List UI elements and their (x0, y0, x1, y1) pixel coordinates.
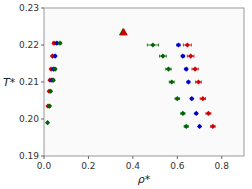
diamond-point (188, 54, 193, 59)
x-tick-label: 0.4 (126, 161, 141, 171)
series (147, 42, 188, 129)
diamond-point (186, 79, 191, 84)
diamond-point (194, 111, 199, 116)
series (49, 41, 59, 83)
diamond-point (47, 103, 52, 108)
diamond-point (175, 96, 180, 101)
x-tick-label: 0.2 (81, 161, 95, 171)
diamond-point (169, 79, 174, 84)
diamond-point (53, 54, 58, 59)
series (120, 28, 128, 35)
diamond-point (150, 42, 155, 47)
plot-frame (44, 8, 244, 156)
diamond-point (184, 66, 189, 71)
y-tick-label: 0.20 (19, 114, 39, 124)
series (119, 28, 127, 35)
y-tick-label: 0.23 (19, 3, 39, 13)
series (45, 41, 56, 109)
diamond-point (45, 120, 50, 125)
y-tick (41, 156, 44, 157)
x-tick-label: 0.0 (37, 161, 52, 171)
diamond-point (176, 42, 181, 47)
diamond-point (193, 66, 198, 71)
x-tick (177, 156, 178, 159)
y-tick (41, 82, 44, 83)
triangle-point (120, 28, 128, 35)
triangle-point (119, 28, 127, 35)
chart: 0.0 0.2 0.4 0.6 0.8 0.19 0.20 0.21 0.22 0.23 ρ* T* (0, 0, 252, 189)
diamond-point (196, 79, 201, 84)
x-tick (88, 156, 89, 159)
y-tick (41, 45, 44, 46)
diamond-point (184, 124, 189, 129)
diamond-point (189, 96, 194, 101)
diamond-point (160, 54, 165, 59)
series (176, 42, 202, 129)
y-tick (41, 119, 44, 120)
x-tick-label: 0.8 (215, 161, 230, 171)
y-tick (41, 8, 44, 9)
x-axis-label: ρ* (138, 173, 151, 186)
plot-data (45, 28, 216, 129)
diamond-point (48, 89, 53, 94)
x-tick (221, 156, 222, 159)
y-tick-label: 0.21 (19, 77, 39, 87)
diamond-point (210, 124, 215, 129)
diamond-point (180, 111, 185, 116)
y-tick-label: 0.19 (19, 151, 39, 161)
diamond-point (51, 78, 56, 83)
diamond-point (180, 54, 185, 59)
series (45, 41, 63, 126)
y-axis-label: T* (3, 76, 16, 89)
diamond-point (185, 42, 190, 47)
diamond-point (53, 66, 58, 71)
diamond-point (166, 66, 171, 71)
diamond-point (197, 124, 202, 129)
diamond-point (200, 96, 205, 101)
diamond-point (206, 111, 211, 116)
diamond-point (57, 41, 62, 46)
series (183, 42, 215, 129)
x-tick-label: 0.6 (170, 161, 185, 171)
y-tick-label: 0.22 (19, 40, 39, 50)
x-tick (132, 156, 133, 159)
